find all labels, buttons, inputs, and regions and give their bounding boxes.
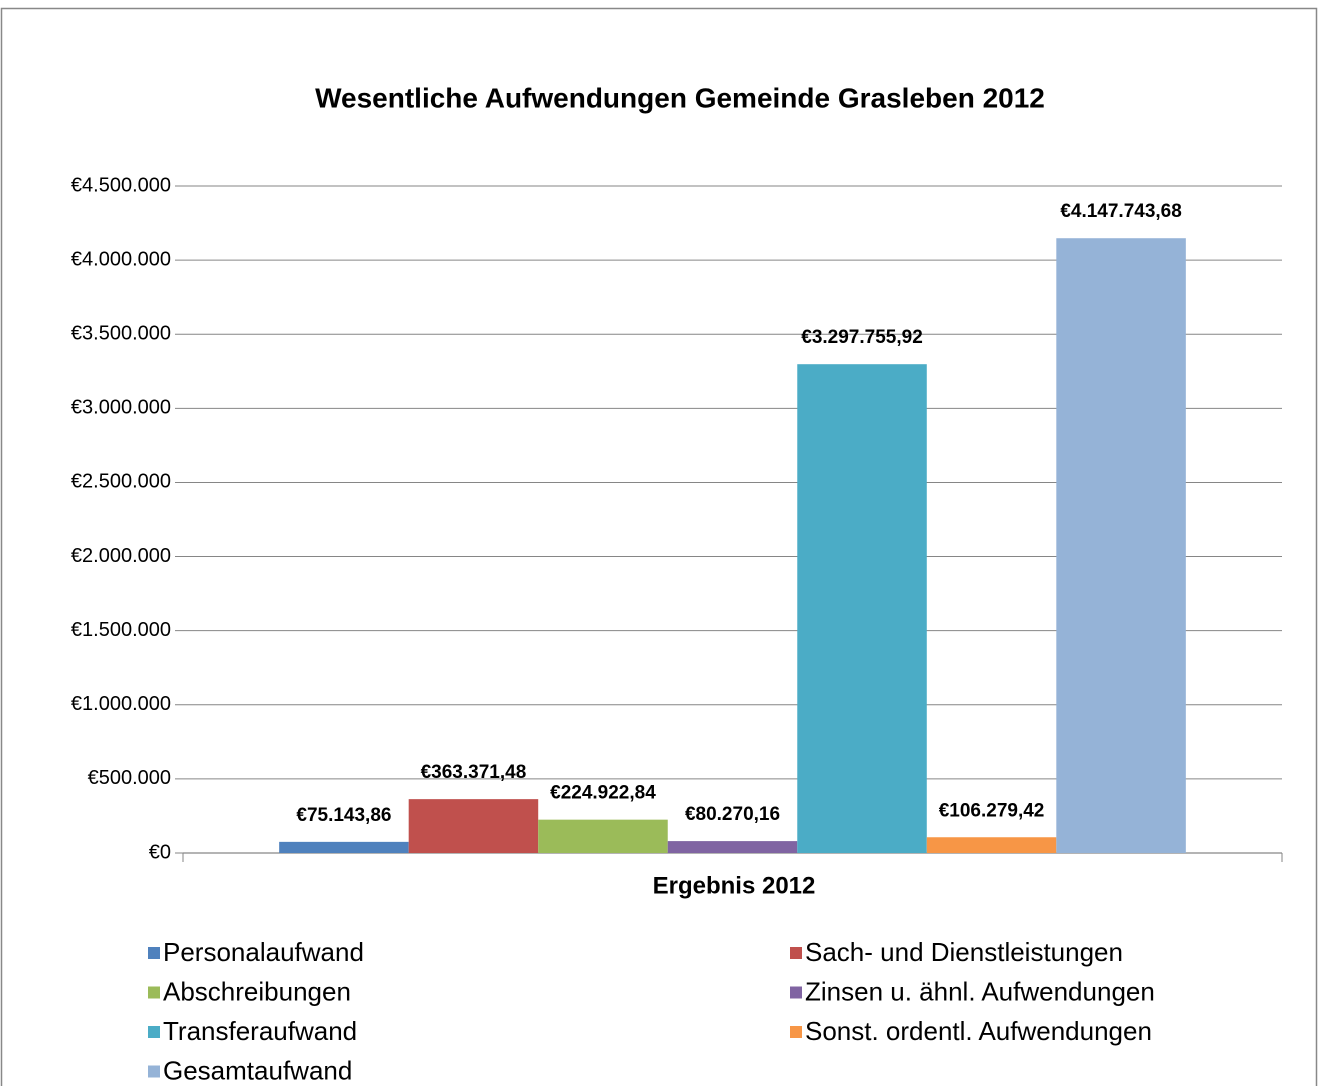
chart-border [0,7,1318,1086]
legend-swatch [148,1065,160,1078]
bar [667,841,798,853]
legend-label: Abschreibungen [163,976,351,1006]
data-label: €363.371,48 [421,762,527,783]
legend-swatch [790,1026,802,1038]
legend-swatch [148,947,160,959]
legend-swatch [148,986,160,999]
bar [408,799,539,853]
legend-label: Gesamtaufwand [163,1055,352,1085]
legend-label: Sonst. ordentl. Aufwendungen [805,1016,1152,1046]
chart-title: Wesentliche Aufwendungen Gemeinde Grasle… [315,82,1045,113]
legend-swatch [790,986,802,999]
legend-label: Zinsen u. ähnl. Aufwendungen [805,976,1155,1006]
y-tick-label: €3.000.000 [71,397,171,419]
y-tick-label: €2.500.000 [71,471,171,493]
y-tick-label: €1.500.000 [71,619,171,641]
bar [538,819,668,853]
legend-swatch [790,947,802,959]
bar [797,364,927,853]
data-label: €4.147.743,68 [1060,201,1182,222]
data-label: €80.270,16 [685,804,780,825]
y-tick-label: €500.000 [88,767,171,789]
data-label: €3.297.755,92 [801,327,923,348]
legend-swatch [148,1026,160,1038]
bar [279,841,409,853]
data-label: €224.922,84 [550,783,656,804]
y-tick-label: €3.500.000 [71,323,171,345]
y-tick-label: €4.500.000 [71,174,171,196]
bar [1056,238,1186,853]
legend-label: Sach- und Dienstleistungen [805,937,1123,967]
y-tick-label: €2.000.000 [71,545,171,567]
bar [926,837,1057,853]
y-tick-label: €0 [149,841,171,863]
data-label: €106.279,42 [939,800,1045,821]
y-tick-label: €4.000.000 [71,248,171,270]
y-tick-label: €1.000.000 [71,693,171,715]
data-label: €75.143,86 [296,805,391,826]
legend-label: Personalaufwand [163,937,364,967]
legend-label: Transferaufwand [163,1016,357,1046]
x-axis-label: Ergebnis 2012 [653,872,816,899]
